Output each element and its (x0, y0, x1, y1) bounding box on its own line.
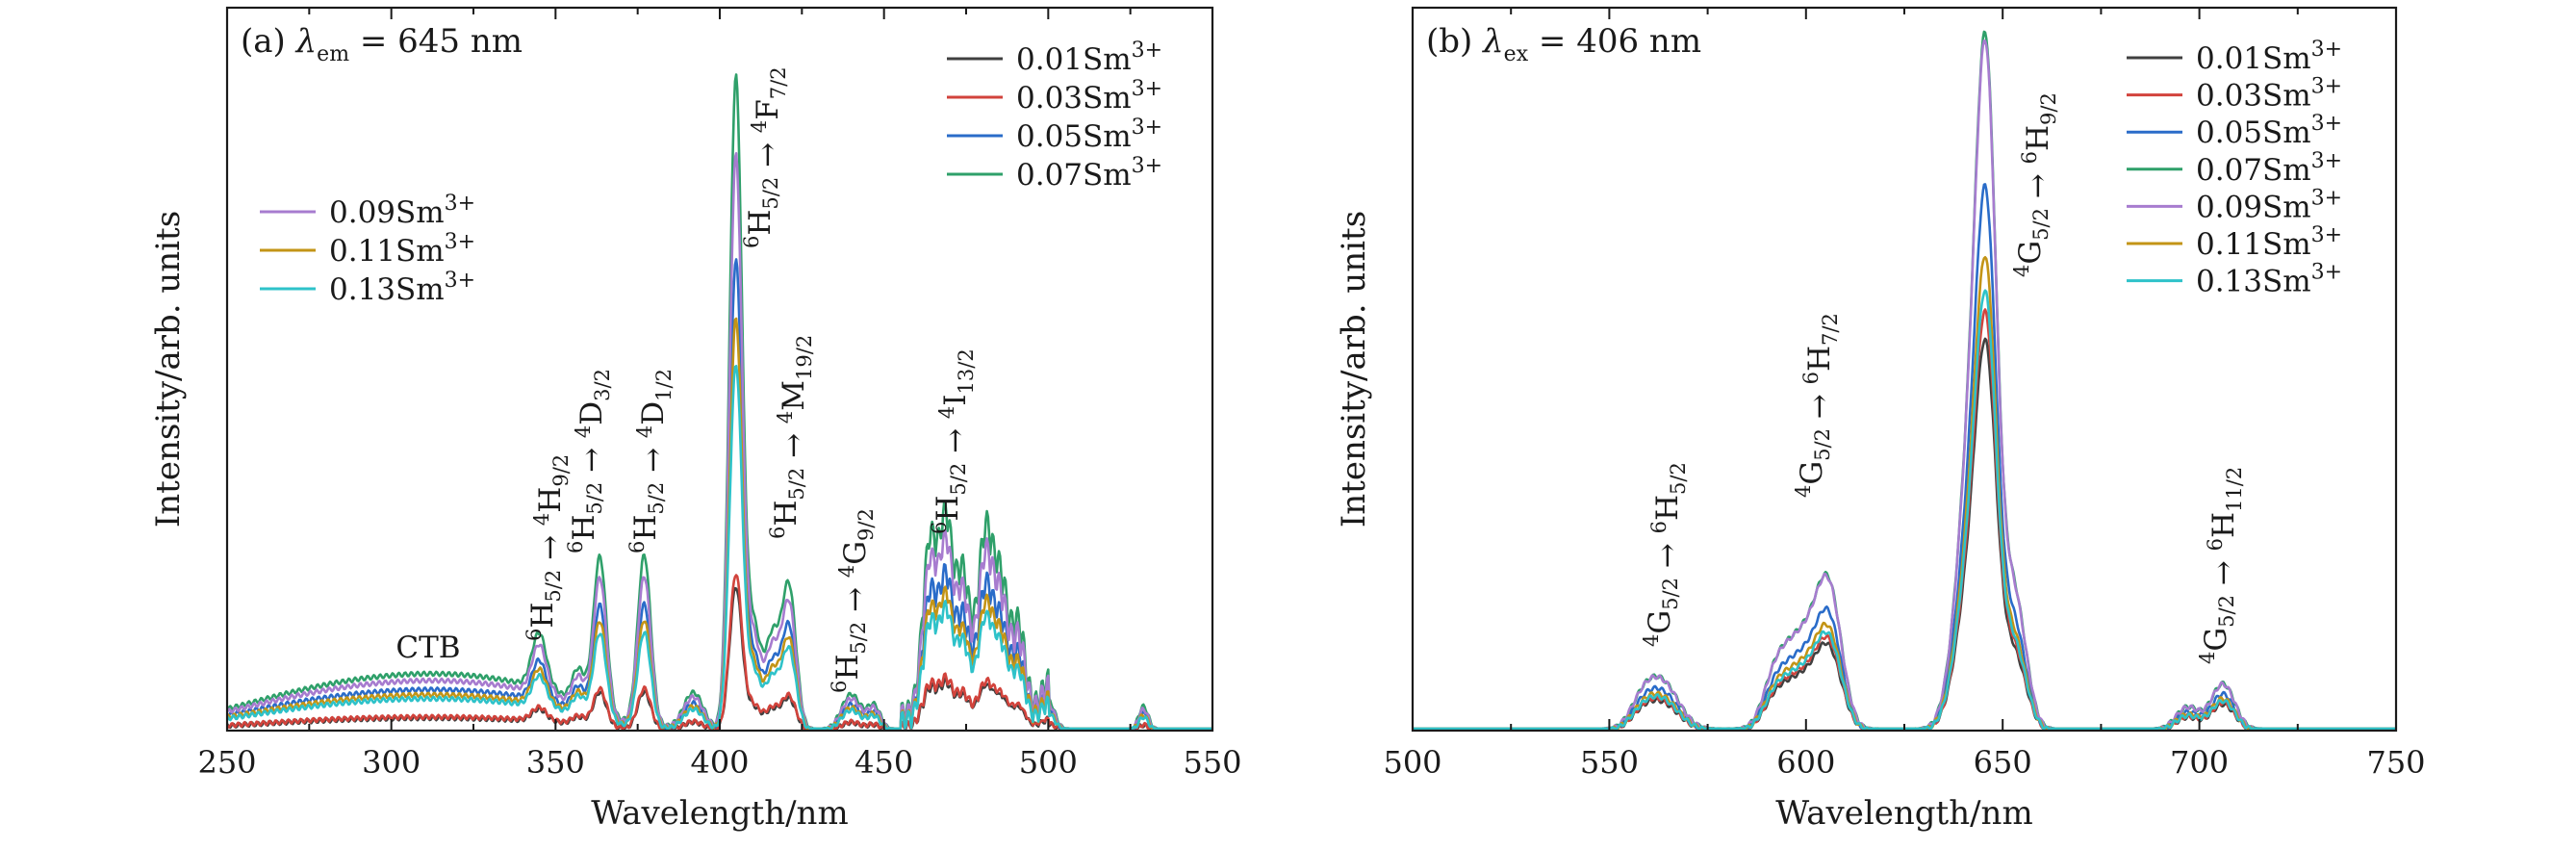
series-line-013sm3 (1413, 289, 2396, 731)
transition-label: 4G5/2 → 6H7/2 (1792, 313, 1842, 498)
plot-frame (225, 6, 1214, 733)
legend-label: 0.11Sm3+ (2196, 223, 2342, 262)
legend-label: 0.13Sm3+ (329, 269, 475, 307)
legend-label: 0.05Sm3+ (1016, 116, 1162, 154)
y-axis-label: Intensity/arb. units (149, 211, 188, 527)
transition-label: 6H5/2 → 4F7/2 (740, 66, 790, 248)
series-line-011sm3 (227, 317, 1212, 731)
ctb-label: CTB (395, 630, 460, 665)
x-tick-label: 500 (1383, 744, 1441, 781)
series-line-003sm3 (1413, 308, 2396, 731)
legend-label: 0.03Sm3+ (1016, 77, 1162, 116)
transition-label: 6H5/2 → 4G9/2 (828, 508, 878, 693)
legend-label: 0.13Sm3+ (2196, 261, 2342, 299)
legend: 0.01Sm3+0.03Sm3+0.05Sm3+0.07Sm3+0.09Sm3+… (2127, 38, 2342, 299)
x-tick-label: 350 (526, 744, 585, 781)
chart-panel-a: 250 300 350 400 450 500 550 Wavelength/nm Intens… (149, 6, 1242, 833)
transition-label: 6H5/2 → 4D1/2 (625, 369, 676, 553)
x-tick-label: 700 (2170, 744, 2229, 781)
transition-label: 4G5/2 → 6H11/2 (2196, 467, 2246, 664)
x-tick-label: 400 (690, 744, 749, 781)
legend-label: 0.03Sm3+ (2196, 75, 2342, 114)
chart-panel-b: 500 550 600 650 700 750 Wavelength/nm Intensity… (1335, 6, 2426, 833)
series-line-011sm3 (1413, 256, 2396, 731)
legend-label: 0.07Sm3+ (1016, 154, 1162, 193)
annotations: 4G5/2 → 6H5/2 4G5/2 → 6H7/2 4G5/2 → 6H9/2 4… (1640, 92, 2246, 664)
x-tick-label: 250 (197, 744, 256, 781)
legend-label: 0.01Sm3+ (1016, 39, 1162, 77)
panel-title: (b) λex = 406 nm (1426, 22, 1701, 66)
legend-label: 0.11Sm3+ (329, 230, 475, 269)
y-axis-label: Intensity/arb. units (1335, 211, 1373, 527)
x-tick-label: 550 (1580, 744, 1639, 781)
legend-label: 0.09Sm3+ (329, 192, 475, 230)
legend: 0.09Sm3+0.11Sm3+0.13Sm3+ (260, 192, 475, 307)
transition-label: 6H5/2 → 4H9/2 (523, 454, 573, 641)
series-line-005sm3 (227, 258, 1212, 731)
x-tick-label: 450 (854, 744, 913, 781)
x-tick-label: 300 (362, 744, 421, 781)
legend-label: 0.09Sm3+ (2196, 186, 2342, 224)
x-tick-label: 750 (2366, 744, 2425, 781)
x-tick-label: 600 (1776, 744, 1835, 781)
series-line-013sm3 (227, 365, 1212, 731)
transition-label: 6H5/2 → 4D3/2 (564, 369, 614, 553)
x-tick-label: 650 (1974, 744, 2032, 781)
legend-label: 0.01Sm3+ (2196, 38, 2342, 76)
legend: 0.01Sm3+0.03Sm3+0.05Sm3+0.07Sm3+ (947, 39, 1162, 193)
transition-label: 4G5/2 → 6H5/2 (1640, 462, 1690, 647)
x-axis-label: Wavelength/nm (591, 794, 848, 833)
transition-label: 6H5/2 → 4I13/2 (928, 348, 978, 534)
series-line-001sm3 (1413, 337, 2396, 731)
x-tick-label: 500 (1019, 744, 1078, 781)
transition-label: 4G5/2 → 6H9/2 (2010, 92, 2060, 277)
panel-title: (a) λem = 645 nm (241, 22, 523, 66)
legend-label: 0.07Sm3+ (2196, 149, 2342, 188)
x-tick-label: 550 (1183, 744, 1241, 781)
x-axis-label: Wavelength/nm (1775, 794, 2032, 833)
transition-label: 6H5/2 → 4M19/2 (766, 335, 816, 539)
legend-label: 0.05Sm3+ (2196, 112, 2342, 150)
